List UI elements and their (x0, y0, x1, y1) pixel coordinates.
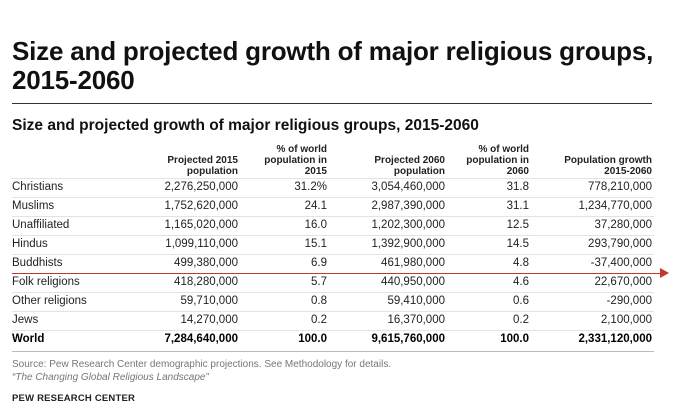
table-cell: 22,670,000 (594, 276, 652, 288)
table-cell: 0.2 (311, 314, 327, 326)
table-cell: 31.8 (506, 181, 529, 193)
row-divider (12, 292, 654, 293)
table-cell: 418,280,000 (174, 276, 238, 288)
table-cell: 100.0 (500, 333, 529, 345)
arrow-icon (660, 268, 669, 278)
row-label: Jews (12, 314, 39, 326)
table-row: Unaffiliated 1,165,020,000 16.0 1,202,300,0… (12, 216, 654, 235)
table-cell: 6.9 (311, 257, 327, 269)
table-cell: 16.0 (304, 219, 327, 231)
credit-line: PEW RESEARCH CENTER (12, 393, 136, 404)
table-cell: 440,950,000 (381, 276, 445, 288)
table-cell: 31.1 (506, 200, 529, 212)
table-row: Buddhists 499,380,000 6.9 461,980,000 4.8 -37… (12, 254, 654, 273)
column-header: Projected 2015 population (167, 155, 238, 177)
table-cell: 14,270,000 (180, 314, 238, 326)
title-divider (12, 103, 652, 104)
row-divider (12, 254, 654, 255)
table-row: Other religions 59,710,000 0.8 59,410,000 0.… (12, 292, 654, 311)
table-cell: 1,202,300,000 (371, 219, 445, 231)
table-cell: 59,710,000 (180, 295, 238, 307)
table-cell: -290,000 (606, 295, 652, 307)
row-label: Christians (12, 181, 64, 193)
table-cell: 14.5 (506, 238, 529, 250)
table-cell: 24.1 (304, 200, 327, 212)
table-cell: 31.2% (294, 181, 327, 193)
table-title: Size and projected growth of major relig… (12, 117, 479, 134)
table-cell: 37,280,000 (594, 219, 652, 231)
table-cell: 1,752,620,000 (164, 200, 238, 212)
table-cell: 2,987,390,000 (371, 200, 445, 212)
row-label: Folk religions (12, 276, 80, 288)
table-cell: 2,100,000 (600, 314, 652, 326)
row-divider (12, 330, 654, 331)
table-cell: 100.0 (298, 333, 327, 345)
table-cell: 0.6 (513, 295, 529, 307)
table-cell: 0.8 (311, 295, 327, 307)
row-divider (12, 311, 654, 312)
table-bottom-rule (12, 351, 654, 352)
table-cell: 1,234,770,000 (578, 200, 652, 212)
row-label: Buddhists (12, 257, 63, 269)
table-cell: 15.1 (304, 238, 327, 250)
table-cell: 9,615,760,000 (371, 333, 445, 345)
table-cell: 1,392,900,000 (371, 238, 445, 250)
table-cell: 59,410,000 (387, 295, 445, 307)
total-row: World 7,284,640,000 100.0 9,615,760,000 100.… (12, 330, 654, 349)
row-divider (12, 197, 654, 198)
column-header: Projected 2060 population (374, 155, 445, 177)
table-cell: 2,276,250,000 (164, 181, 238, 193)
row-label: Other religions (12, 295, 87, 307)
page-title: Size and projected growth of major relig… (12, 36, 654, 95)
table-cell: 1,165,020,000 (164, 219, 238, 231)
table-cell: 7,284,640,000 (164, 333, 238, 345)
source-note: Source: Pew Research Center demographic … (12, 359, 392, 370)
table-row: Folk religions 418,280,000 5.7 440,950,000 4… (12, 273, 654, 292)
table-cell: 2,331,120,000 (578, 333, 652, 345)
table-cell: 5.7 (311, 276, 327, 288)
table-cell: 0.2 (513, 314, 529, 326)
table-cell: 16,370,000 (387, 314, 445, 326)
report-title-note: “The Changing Global Religious Landscape… (12, 372, 209, 383)
table-row: Jews 14,270,000 0.2 16,370,000 0.2 2,100,000 (12, 311, 654, 330)
column-header: % of world population in 2015 (264, 144, 327, 177)
table-cell: 778,210,000 (588, 181, 652, 193)
table-cell: 4.6 (513, 276, 529, 288)
row-label: Hindus (12, 238, 48, 250)
table-cell: 12.5 (506, 219, 529, 231)
row-divider (12, 216, 654, 217)
table-cell: -37,400,000 (590, 257, 652, 269)
annotation-line (12, 273, 662, 274)
row-label: Muslims (12, 200, 55, 212)
row-label: World (12, 333, 45, 345)
table-cell: 4.8 (513, 257, 529, 269)
table-cell: 293,790,000 (588, 238, 652, 250)
column-header: % of world population in 2060 (466, 144, 529, 177)
row-label: Unaffiliated (12, 219, 70, 231)
row-divider (12, 178, 654, 179)
table-cell: 499,380,000 (174, 257, 238, 269)
table-cell: 1,099,110,000 (165, 238, 238, 250)
table-cell: 3,054,460,000 (371, 181, 445, 193)
table-row: Muslims 1,752,620,000 24.1 2,987,390,000 31.… (12, 197, 654, 216)
table-row: Hindus 1,099,110,000 15.1 1,392,900,000 14.5… (12, 235, 654, 254)
table-row: Christians 2,276,250,000 31.2% 3,054,460,00… (12, 178, 654, 197)
row-divider (12, 235, 654, 236)
table-cell: 461,980,000 (381, 257, 445, 269)
column-header: Population growth 2015-2060 (564, 155, 652, 177)
